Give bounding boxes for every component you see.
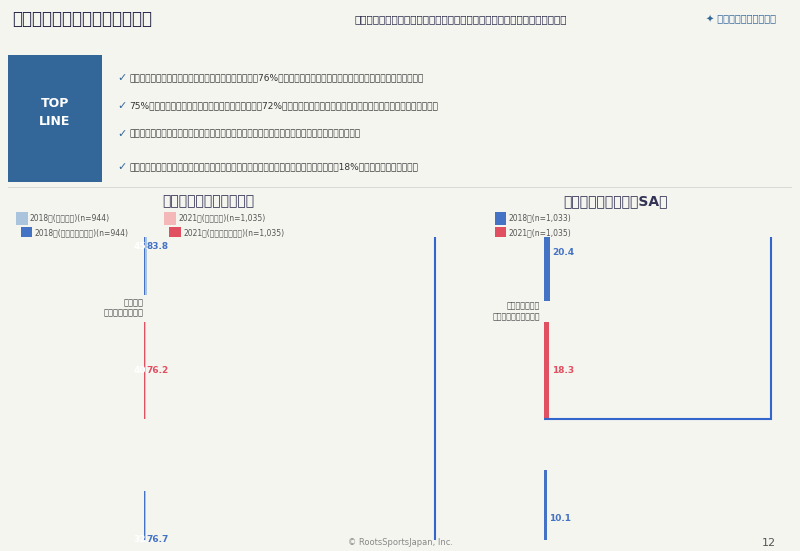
- Text: 40.9: 40.9: [134, 366, 156, 375]
- Text: 83.8: 83.8: [146, 241, 169, 251]
- Bar: [144, 491, 145, 551]
- Text: 地域を選ぶ時に最も重視することは、「土地ならではの景観・絶景を楽しめること」が18%で最も高い。前回同様。: 地域を選ぶ時に最も重視することは、「土地ならではの景観・絶景を楽しめること」が1…: [130, 162, 418, 171]
- Text: TOP
LINE: TOP LINE: [39, 96, 70, 128]
- Text: 45.9: 45.9: [134, 241, 156, 251]
- Text: 土地ならではの
景観・絶景を楽しめる: 土地ならではの 景観・絶景を楽しめる: [492, 302, 540, 321]
- Text: ✓: ✓: [118, 73, 127, 83]
- Text: 12: 12: [762, 538, 776, 548]
- Bar: [144, 322, 146, 419]
- Text: 10.1: 10.1: [550, 514, 571, 523]
- Bar: [544, 322, 550, 419]
- Text: 2021年(n=1,035): 2021年(n=1,035): [509, 229, 572, 237]
- Text: サイクルツーリズム経験者は、走った地域について、76%が「その地域をまた自転車で走りに来たい」と思っている。: サイクルツーリズム経験者は、走った地域について、76%が「その地域をまた自転車で…: [130, 73, 424, 83]
- Bar: [144, 322, 146, 419]
- Bar: [544, 203, 550, 300]
- Text: 18.3: 18.3: [552, 366, 574, 375]
- Text: 地域選びの重視点（SA）: 地域選びの重視点（SA）: [564, 194, 668, 208]
- Bar: [544, 471, 547, 551]
- Bar: [144, 197, 146, 294]
- Text: 75%が「この地域のことを友人にお薦めしたい」、72%が「自転車以外でまた観光に来たい」と思っている。前回同様。: 75%が「この地域のことを友人にお薦めしたい」、72%が「自転車以外でまた観光に…: [130, 101, 438, 110]
- FancyBboxPatch shape: [8, 55, 102, 182]
- Text: ✓: ✓: [118, 129, 127, 139]
- Bar: [495, 212, 506, 225]
- Text: 2021年(とてもそう思う)(n=1,035): 2021年(とてもそう思う)(n=1,035): [183, 229, 284, 237]
- Text: 76.7: 76.7: [146, 536, 169, 544]
- Text: 76.2: 76.2: [146, 366, 169, 375]
- Bar: [21, 227, 32, 239]
- Text: 2018年(n=1,033): 2018年(n=1,033): [509, 214, 572, 223]
- Text: ✓: ✓: [118, 161, 127, 171]
- Bar: [165, 212, 176, 225]
- Text: 2018年(思う・計)(n=944): 2018年(思う・計)(n=944): [30, 214, 110, 223]
- Text: ✦ ツール・ド・ニッポン: ✦ ツール・ド・ニッポン: [706, 14, 776, 24]
- Bar: [540, 184, 771, 419]
- Text: 走った地域に対する評価: 走った地域に対する評価: [162, 194, 254, 208]
- Text: 2021年(思う・計)(n=1,035): 2021年(思う・計)(n=1,035): [178, 214, 266, 223]
- Bar: [169, 227, 181, 239]
- Text: （サイクリング体験を提供することにより、その後地域に期待される効果）: （サイクリング体験を提供することにより、その後地域に期待される効果）: [354, 14, 567, 24]
- Text: ✓: ✓: [118, 101, 127, 111]
- Text: 2018年(とてもそう思う)(n=944): 2018年(とてもそう思う)(n=944): [34, 229, 129, 237]
- Text: 自転車で
また走りに来たい: 自転車で また走りに来たい: [104, 299, 144, 318]
- Text: 32.4: 32.4: [134, 536, 156, 544]
- Text: サイクルツーリズムの間接効果: サイクルツーリズムの間接効果: [12, 10, 152, 28]
- Text: 前回より「老後をここで暮らしたい」「この地域にセカンドハウスが欲しい」が上昇している。: 前回より「老後をここで暮らしたい」「この地域にセカンドハウスが欲しい」が上昇して…: [130, 129, 361, 138]
- Bar: [144, 197, 146, 294]
- Bar: [495, 227, 506, 239]
- Text: © RootsSportsJapan, Inc.: © RootsSportsJapan, Inc.: [347, 538, 453, 547]
- Bar: [144, 491, 146, 551]
- Text: 20.4: 20.4: [553, 247, 574, 257]
- Bar: [16, 212, 27, 225]
